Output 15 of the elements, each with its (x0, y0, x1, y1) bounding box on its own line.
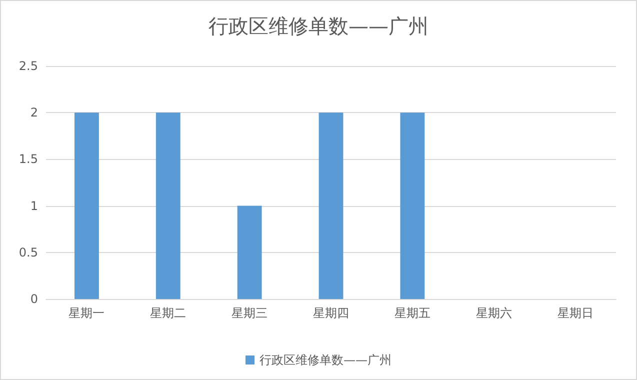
x-tick-label: 星期三 (232, 306, 268, 320)
y-tick-label: 1 (30, 198, 38, 213)
legend-label: 行政区维修单数——广州 (260, 353, 392, 367)
y-tick-label: 0.5 (18, 245, 38, 260)
x-tick-label: 星期日 (557, 306, 594, 320)
chart-title: 行政区维修单数——广州 (208, 14, 428, 38)
y-tick-label: 0 (30, 292, 38, 306)
y-tick-label: 1.5 (18, 152, 38, 166)
x-tick-label: 星期六 (476, 306, 512, 320)
x-tick-label: 星期一 (68, 306, 105, 320)
x-tick-label: 星期五 (394, 306, 430, 320)
x-tick-label: 星期二 (150, 306, 186, 320)
y-tick-label: 2 (30, 106, 38, 120)
y-tick-label: 2.5 (18, 59, 38, 73)
x-tick-label: 星期四 (313, 306, 349, 320)
